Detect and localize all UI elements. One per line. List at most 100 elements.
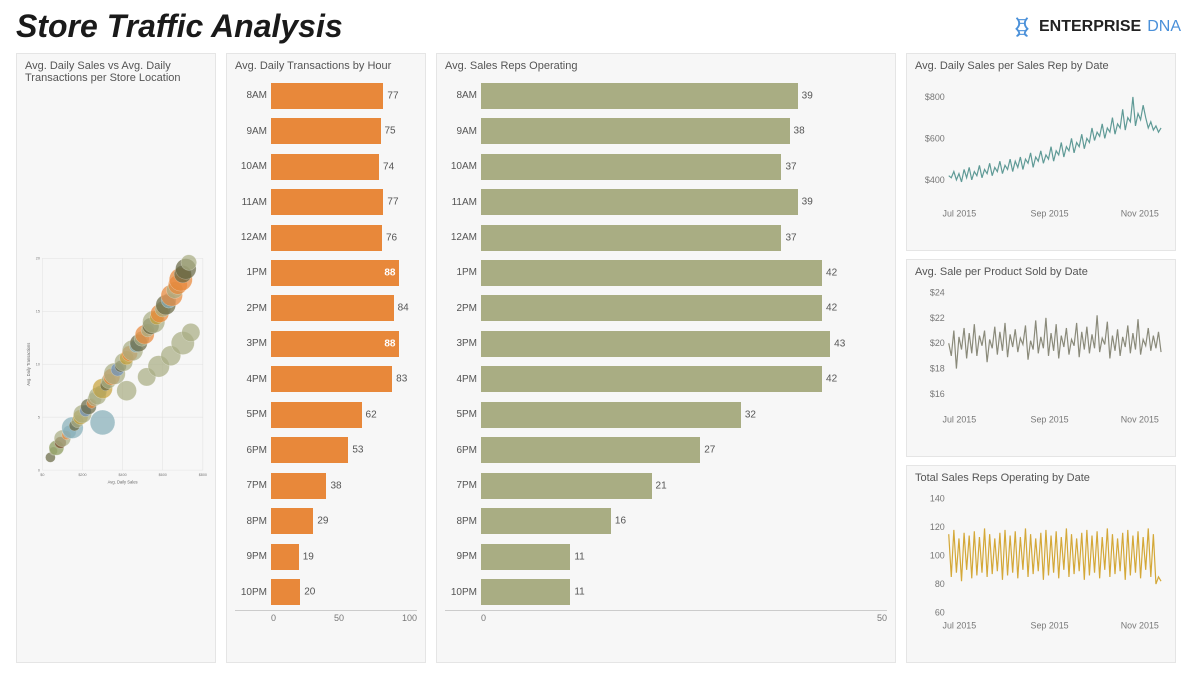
bar-category-label: 11AM bbox=[445, 197, 481, 208]
bar-category-label: 9AM bbox=[445, 126, 481, 137]
bar-category-label: 1PM bbox=[235, 267, 271, 278]
bar-track: 16 bbox=[481, 508, 887, 534]
bar-row: 8AM 39 bbox=[445, 80, 887, 112]
bar-category-label: 10PM bbox=[445, 587, 481, 598]
bar-track: 74 bbox=[271, 154, 417, 180]
svg-text:100: 100 bbox=[930, 551, 945, 561]
bar-row: 11AM 77 bbox=[235, 186, 417, 218]
bar-row: 8AM 77 bbox=[235, 80, 417, 112]
bar-row: 4PM 42 bbox=[445, 363, 887, 395]
bar-value-label: 76 bbox=[386, 232, 397, 243]
bar-value-label: 88 bbox=[384, 267, 395, 278]
svg-text:$600: $600 bbox=[925, 133, 945, 143]
bar-row: 12AM 37 bbox=[445, 222, 887, 254]
bar-track: 77 bbox=[271, 189, 417, 215]
bar-row: 3PM 88 bbox=[235, 328, 417, 360]
bar-fill bbox=[271, 83, 383, 109]
reps-bar-chart: 8AM 39 9AM 38 10AM 37 11AM bbox=[445, 78, 887, 623]
bar-category-label: 10AM bbox=[445, 161, 481, 172]
dashboard-grid: Avg. Daily Transactions by Hour 8AM 77 9… bbox=[16, 53, 1181, 663]
bar-fill bbox=[271, 154, 379, 180]
dna-icon bbox=[1011, 16, 1033, 38]
bar-fill bbox=[271, 402, 362, 428]
bar-row: 10PM 11 bbox=[445, 576, 887, 608]
bar-track: 83 bbox=[271, 366, 417, 392]
svg-text:80: 80 bbox=[935, 579, 945, 589]
total-reps-panel[interactable]: Total Sales Reps Operating by Date 60801… bbox=[906, 465, 1176, 663]
bar-track: 42 bbox=[481, 260, 887, 286]
bar-fill bbox=[481, 579, 570, 605]
scatter-point[interactable] bbox=[181, 255, 197, 271]
bar-fill bbox=[481, 402, 741, 428]
bar-category-label: 10PM bbox=[235, 587, 271, 598]
bar-row: 4PM 83 bbox=[235, 363, 417, 395]
svg-text:0: 0 bbox=[38, 468, 40, 472]
transactions-by-hour-panel[interactable]: Avg. Daily Transactions by Hour 8AM 77 9… bbox=[226, 53, 426, 663]
bar-track: 42 bbox=[481, 366, 887, 392]
bar-track: 37 bbox=[481, 154, 887, 180]
bar-track: 42 bbox=[481, 295, 887, 321]
scatter-point[interactable] bbox=[90, 410, 115, 435]
bar-value-label: 39 bbox=[802, 90, 813, 101]
bar-category-label: 8PM bbox=[445, 516, 481, 527]
bar-row: 10AM 37 bbox=[445, 151, 887, 183]
bar-value-label: 62 bbox=[366, 409, 377, 420]
svg-text:Nov 2015: Nov 2015 bbox=[1121, 414, 1159, 424]
svg-text:5: 5 bbox=[38, 415, 40, 419]
bar-track: 19 bbox=[271, 544, 417, 570]
bar-value-label: 74 bbox=[383, 161, 394, 172]
bar-category-label: 8AM bbox=[445, 90, 481, 101]
bar-value-label: 88 bbox=[384, 338, 395, 349]
bar-track: 84 bbox=[271, 295, 417, 321]
svg-text:$20: $20 bbox=[930, 338, 945, 348]
bar-category-label: 3PM bbox=[235, 338, 271, 349]
bar-category-label: 4PM bbox=[235, 374, 271, 385]
bar-value-label: 32 bbox=[745, 409, 756, 420]
bar-row: 9PM 11 bbox=[445, 541, 887, 573]
svg-text:10: 10 bbox=[36, 362, 40, 366]
bar-row: 2PM 42 bbox=[445, 292, 887, 324]
svg-text:$200: $200 bbox=[78, 473, 86, 477]
bar-fill bbox=[271, 189, 383, 215]
bar-value-label: 53 bbox=[352, 445, 363, 456]
reps-operating-panel[interactable]: Avg. Sales Reps Operating 8AM 39 9AM 38 … bbox=[436, 53, 896, 663]
bar-category-label: 12AM bbox=[445, 232, 481, 243]
panel-title: Avg. Daily Sales per Sales Rep by Date bbox=[915, 60, 1167, 72]
sale-per-product-panel[interactable]: Avg. Sale per Product Sold by Date $16$1… bbox=[906, 259, 1176, 457]
bar-fill bbox=[481, 189, 798, 215]
svg-text:140: 140 bbox=[930, 493, 945, 503]
bar-value-label: 42 bbox=[826, 303, 837, 314]
bar-value-label: 19 bbox=[303, 551, 314, 562]
bar-row: 6PM 27 bbox=[445, 434, 887, 466]
svg-text:$22: $22 bbox=[930, 313, 945, 323]
bar-track: 75 bbox=[271, 118, 417, 144]
bar-row: 10AM 74 bbox=[235, 151, 417, 183]
bar-category-label: 1PM bbox=[445, 267, 481, 278]
bar-value-label: 83 bbox=[396, 374, 407, 385]
bar-row: 9AM 38 bbox=[445, 115, 887, 147]
bar-category-label: 5PM bbox=[235, 409, 271, 420]
svg-text:$800: $800 bbox=[925, 92, 945, 102]
bar-value-label: 11 bbox=[574, 587, 584, 598]
svg-text:$800: $800 bbox=[199, 473, 207, 477]
total-reps-chart: 6080100120140Jul 2015Sep 2015Nov 2015 bbox=[915, 490, 1167, 635]
svg-text:Sep 2015: Sep 2015 bbox=[1031, 208, 1069, 218]
sale-per-product-chart: $16$18$20$22$24Jul 2015Sep 2015Nov 2015 bbox=[915, 284, 1167, 429]
bar-value-label: 16 bbox=[615, 516, 626, 527]
svg-text:Nov 2015: Nov 2015 bbox=[1121, 208, 1159, 218]
bar-fill bbox=[271, 118, 381, 144]
scatter-panel[interactable]: Avg. Daily Sales vs Avg. Daily Transacti… bbox=[16, 53, 216, 663]
bar-track: 53 bbox=[271, 437, 417, 463]
sales-per-rep-panel[interactable]: Avg. Daily Sales per Sales Rep by Date $… bbox=[906, 53, 1176, 251]
svg-text:$24: $24 bbox=[930, 287, 945, 297]
bar-category-label: 11AM bbox=[235, 197, 271, 208]
page-title: Store Traffic Analysis bbox=[16, 8, 343, 45]
bar-value-label: 27 bbox=[704, 445, 715, 456]
bar-fill bbox=[271, 366, 392, 392]
axis-tick-label: 100 bbox=[402, 613, 417, 623]
bar-track: 76 bbox=[271, 225, 417, 251]
scatter-point[interactable] bbox=[182, 323, 200, 341]
scatter-point[interactable] bbox=[117, 381, 137, 401]
bar-track: 88 bbox=[271, 260, 417, 286]
bar-category-label: 7PM bbox=[235, 480, 271, 491]
